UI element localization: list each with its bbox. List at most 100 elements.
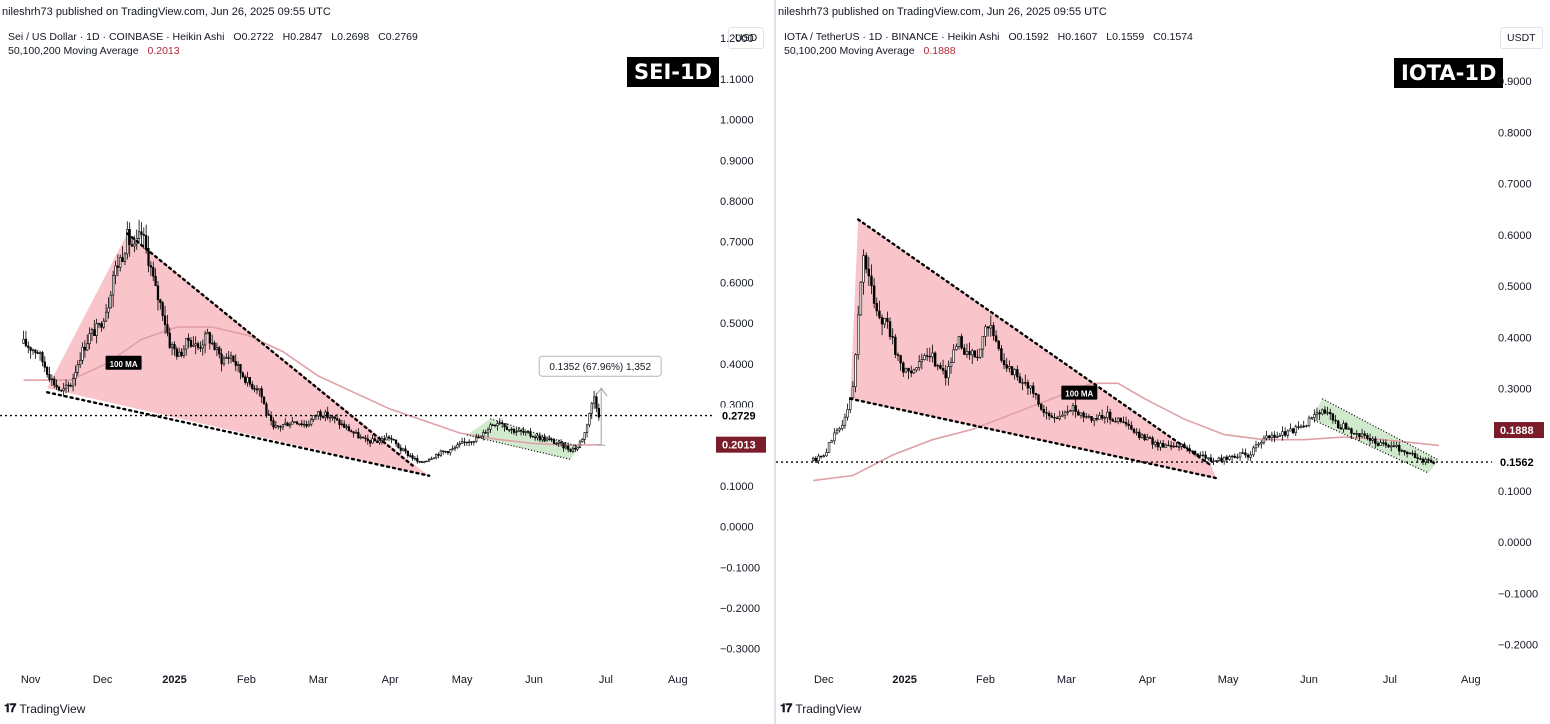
iota-candle xyxy=(1047,412,1051,417)
sei-candle xyxy=(192,344,195,347)
sei-candle xyxy=(31,349,35,352)
iota-candle xyxy=(1039,403,1043,410)
iota-candle xyxy=(923,355,926,360)
iota-candle xyxy=(1092,418,1096,421)
iota-candle xyxy=(1403,450,1406,453)
iota-candle xyxy=(920,359,924,363)
sei-candle xyxy=(345,426,348,428)
sei-candle xyxy=(267,414,270,416)
sei-candle xyxy=(46,366,49,375)
sei-candle xyxy=(253,388,256,390)
sei-candle xyxy=(81,346,84,361)
iota-candle xyxy=(915,367,918,371)
sei-candle xyxy=(41,352,44,363)
sei-y-tick-label: 0.7000 xyxy=(720,237,754,249)
sei-candle xyxy=(326,411,329,418)
iota-candle xyxy=(1275,436,1279,438)
iota-candle xyxy=(862,255,865,283)
sei-candle xyxy=(343,423,346,428)
sei-chart-panel[interactable]: nileshrh73 published on TradingView.com,… xyxy=(0,0,774,724)
sei-candle xyxy=(293,421,296,423)
iota-candle xyxy=(968,351,971,356)
iota-y-tick-label: 0.1000 xyxy=(1498,486,1532,498)
iota-candle xyxy=(1169,445,1173,448)
iota-candle xyxy=(1429,459,1433,463)
iota-candle xyxy=(1188,448,1191,451)
sei-candle xyxy=(93,329,96,336)
sei-published-caption: nileshrh73 published on TradingView.com,… xyxy=(2,6,331,18)
sei-candle xyxy=(510,428,513,431)
iota-candle xyxy=(1254,444,1258,449)
iota-candle xyxy=(1241,452,1244,454)
sei-candle xyxy=(517,429,520,433)
iota-candle xyxy=(960,336,963,349)
sei-candle xyxy=(161,302,164,317)
sei-candle xyxy=(199,347,202,349)
iota-candle xyxy=(1360,433,1364,437)
iota-candle xyxy=(1082,412,1085,418)
iota-low: L0.1559 xyxy=(1106,31,1145,43)
sei-candle xyxy=(67,384,70,387)
sei-candle xyxy=(272,420,275,428)
iota-candle xyxy=(1148,437,1152,439)
iota-candle xyxy=(1005,364,1008,369)
iota-candle xyxy=(1212,460,1215,463)
sei-candle xyxy=(369,440,372,444)
iota-candle xyxy=(1424,459,1427,463)
sei-candle xyxy=(479,435,483,439)
sei-descending-channel-area xyxy=(466,418,580,460)
iota-candle xyxy=(976,356,979,359)
sei-candle xyxy=(298,423,301,425)
sei-currency-button[interactable]: USD xyxy=(728,27,765,49)
sei-candle xyxy=(420,461,424,463)
sei-candle xyxy=(552,439,556,444)
sei-candle xyxy=(475,436,478,442)
sei-candle xyxy=(524,431,527,433)
sei-candle xyxy=(104,311,108,322)
iota-chart-panel[interactable]: nileshrh73 published on TradingView.com,… xyxy=(776,0,1550,724)
iota-candle xyxy=(1321,409,1324,415)
iota-candle xyxy=(907,368,910,372)
iota-x-tick-label: Jul xyxy=(1383,674,1397,686)
iota-candle xyxy=(825,452,828,457)
iota-candle xyxy=(1432,461,1435,464)
sei-candle xyxy=(159,299,162,303)
sei-candle xyxy=(246,377,249,383)
iota-high: H0.1607 xyxy=(1057,31,1098,43)
sei-candle xyxy=(27,345,30,348)
sei-x-tick-label: Apr xyxy=(382,674,399,686)
iota-candle xyxy=(1230,455,1234,458)
sei-candle xyxy=(163,315,167,325)
sei-candle xyxy=(324,411,327,418)
sei-y-tick-label: 0.1000 xyxy=(720,481,754,493)
iota-candle xyxy=(1055,417,1059,420)
iota-currency-button[interactable]: USDT xyxy=(1500,27,1543,49)
sei-candle xyxy=(133,243,136,247)
iota-candle xyxy=(1382,442,1385,444)
iota-candle xyxy=(1302,425,1305,428)
sei-candle xyxy=(180,351,183,356)
iota-candle xyxy=(1034,393,1038,396)
iota-candle xyxy=(1260,442,1263,445)
iota-candle xyxy=(1021,382,1024,384)
sei-candle xyxy=(515,431,518,433)
sei-candle xyxy=(140,231,143,235)
sei-candle xyxy=(541,436,544,441)
iota-candle xyxy=(1238,452,1242,458)
iota-candle xyxy=(1352,433,1356,435)
sei-candle xyxy=(22,338,25,344)
sei-x-tick-label: Mar xyxy=(309,674,328,686)
sei-tradingview-brand: 𝟏𝟕 TradingView xyxy=(4,701,85,716)
sei-candle xyxy=(305,423,308,427)
iota-candle xyxy=(1350,428,1353,434)
iota-candle xyxy=(1000,348,1003,361)
iota-candle xyxy=(1299,425,1303,428)
sei-candle xyxy=(430,458,433,460)
iota-candle xyxy=(843,416,847,426)
sei-candle xyxy=(493,424,497,427)
sei-candle xyxy=(397,443,400,449)
sei-candle xyxy=(491,424,494,426)
sei-candle xyxy=(60,389,63,392)
sei-wedge-upper-trendline xyxy=(126,232,414,467)
iota-candle xyxy=(1100,415,1104,419)
